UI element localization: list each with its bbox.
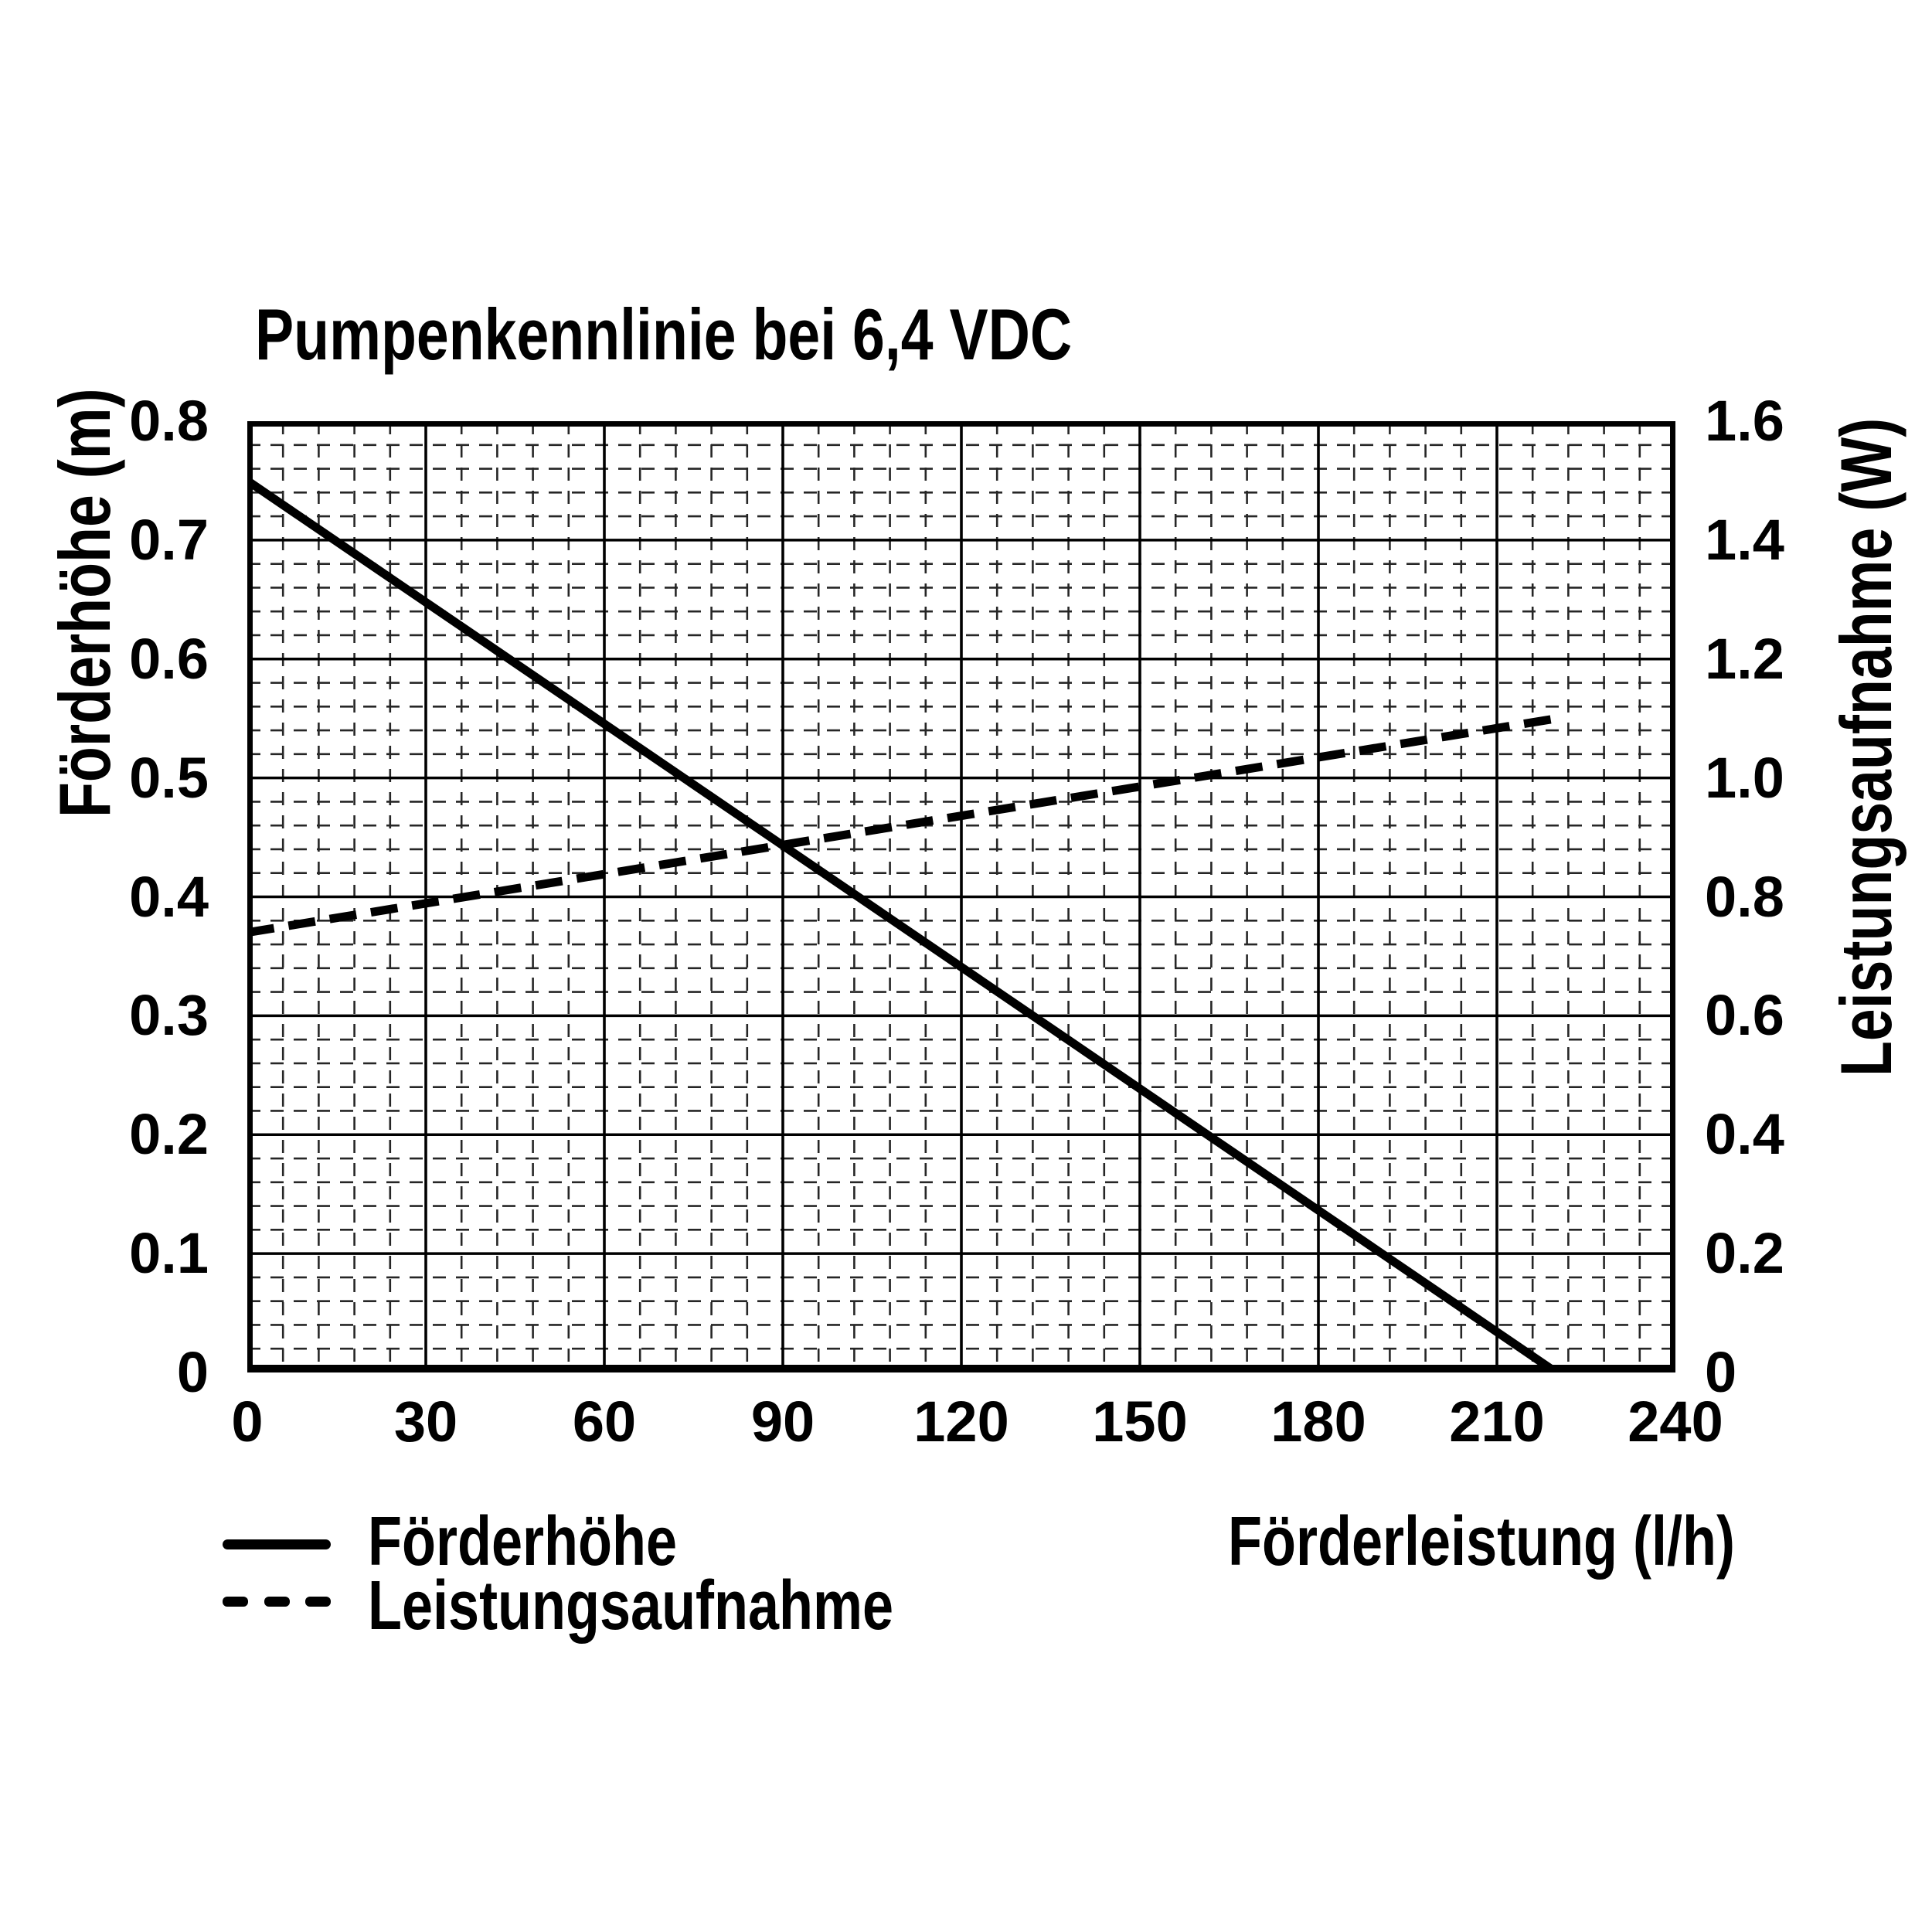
x-tick-label: 90 — [750, 1389, 815, 1454]
legend-label-leistungsaufnahme: Leistungsaufnahme — [368, 1567, 894, 1645]
left-tick-label: 0.1 — [129, 1221, 209, 1286]
x-tick-label: 210 — [1449, 1389, 1545, 1454]
right-tick-label: 1.4 — [1705, 507, 1784, 572]
chart-title: Pumpenkennlinie bei 6,4 VDC — [255, 294, 1073, 375]
right-tick-label: 0.8 — [1705, 864, 1784, 929]
right-tick-label: 0.4 — [1705, 1102, 1784, 1167]
x-tick-label: 30 — [393, 1389, 458, 1454]
right-tick-label: 1.6 — [1705, 389, 1784, 453]
left-tick-label: 0.2 — [129, 1102, 209, 1167]
left-tick-label: 0.5 — [129, 745, 209, 810]
legend-solid-line-sample — [223, 1539, 331, 1549]
series-line-leistungsaufnahme — [247, 714, 1557, 937]
left-tick-label: 0.7 — [129, 507, 209, 572]
right-axis-title: Leistungsaufnahme (W) — [1825, 417, 1906, 1077]
legend-dashed-line-sample — [223, 1597, 331, 1607]
right-tick-label: 0.2 — [1705, 1221, 1784, 1286]
x-tick-label: 120 — [913, 1389, 1009, 1454]
legend-label-foerderhoehe: Förderhöhe — [368, 1503, 678, 1580]
dash-segment — [264, 1597, 290, 1607]
series-line-foerderhoehe — [247, 476, 1561, 1372]
plot-area — [247, 421, 1675, 1372]
left-tick-label: 0.3 — [129, 983, 209, 1048]
left-tick-label: 0.4 — [129, 864, 209, 929]
dash-segment — [305, 1597, 331, 1607]
right-tick-label: 0.6 — [1705, 983, 1784, 1048]
left-tick-label: 0.6 — [129, 626, 209, 691]
dash-segment — [223, 1597, 248, 1607]
x-tick-label: 60 — [572, 1389, 637, 1454]
left-tick-label: 0 — [176, 1340, 209, 1404]
x-tick-label: 0 — [231, 1389, 264, 1454]
x-tick-label: 180 — [1270, 1389, 1366, 1454]
x-tick-label: 240 — [1628, 1389, 1723, 1454]
right-tick-label: 0 — [1705, 1340, 1737, 1404]
plot-svg — [247, 421, 1675, 1372]
x-axis-title: Förderleistung (l/h) — [1228, 1503, 1735, 1580]
right-tick-label: 1.2 — [1705, 626, 1784, 691]
x-tick-label: 150 — [1092, 1389, 1188, 1454]
right-tick-label: 1.0 — [1705, 745, 1784, 810]
left-tick-label: 0.8 — [129, 389, 209, 453]
